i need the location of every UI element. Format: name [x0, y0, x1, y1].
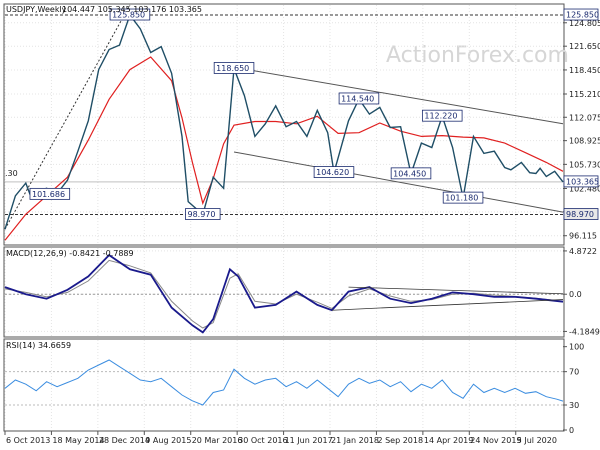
right-badge-label-1: 103.365 [566, 177, 599, 186]
right-badge-label-2: 98.970 [566, 210, 594, 219]
macd-layer [4, 253, 564, 334]
macd-y-tick-label-1: 0.0 [569, 290, 582, 299]
channel-lower-line [233, 151, 564, 213]
level-label-3: 112.220 [424, 112, 457, 121]
x-tick-label-5: 30 Oct 2016 [238, 436, 287, 445]
macd-panel-frame [3, 246, 565, 338]
main-y-tick-label-6: 105.730 [569, 160, 600, 169]
main-ohlc-label: 104.447 105.345 103.176 103.365 [62, 5, 202, 14]
main-symbol-label: USDJPY,Weekly [6, 5, 67, 14]
price-line [4, 13, 564, 230]
right-badge-box-0 [563, 8, 599, 21]
main-y-tick-label-4: 112.075 [569, 113, 600, 122]
level-label-2: 114.540 [341, 94, 374, 103]
main-layer: 125.850 118.650 114.540 112.220 104.620 104.4… [4, 4, 564, 241]
rsi-y-tick-label-2: 30 [569, 401, 579, 410]
macd-y-tick-label-2: -4.1849 [569, 327, 600, 336]
main-y-tick-label-5: 108.925 [569, 137, 600, 146]
level-label-5: 104.450 [393, 169, 426, 178]
main-y-tick-label-1: 121.650 [569, 42, 600, 51]
level-label-6: 101.686 [32, 190, 65, 199]
x-tick-label-10: 24 Nov 2019 [470, 436, 521, 445]
right-badge-box-1 [563, 175, 599, 188]
channel-upper-line [233, 66, 564, 125]
level-box-7 [442, 191, 484, 204]
level-label-8: 98.970 [187, 210, 215, 219]
x-tick-label-3: 9 Aug 2015 [145, 436, 191, 445]
level-label-4: 104.620 [316, 168, 349, 177]
level-box-5 [390, 167, 432, 180]
x-tick-label-6: 11 Jun 2017 [285, 436, 333, 445]
x-tick-label-2: 28 Dec 2014 [99, 436, 150, 445]
watermark: ActionForex.com [386, 43, 569, 68]
macd-y-tick-label-0: 4.8722 [569, 247, 597, 256]
level-box-8 [185, 208, 221, 220]
right-badge-label-0: 125.850 [566, 11, 599, 20]
main-y-tick-label-9: 96.115 [569, 232, 597, 241]
x-tick-label-8: 2 Sep 2018 [377, 436, 423, 445]
rsi-header-label: RSI(14) 34.6659 [6, 341, 71, 350]
rsi-layer [4, 359, 564, 406]
left-edge-label: .30 [5, 169, 18, 178]
main-y-tick-label-7: 102.480 [569, 184, 600, 193]
x-tick-label-4: 20 Mar 2016 [192, 436, 243, 445]
level-box-4 [313, 166, 355, 178]
ma-line [4, 56, 564, 241]
x-tick-label-9: 14 Apr 2019 [424, 436, 473, 445]
x-tick-label-1: 18 May 2014 [52, 436, 104, 445]
dotted-trendline [4, 4, 131, 230]
macd-signal-line [4, 259, 564, 329]
x-tick-label-11: 5 Jul 2020 [517, 436, 557, 445]
macd-header-label: MACD(12,26,9) -0.8421 -0.7889 [6, 249, 134, 258]
macd-triangle-upper [348, 286, 564, 295]
level-box-6 [29, 187, 71, 200]
level-box-3 [421, 109, 463, 122]
level-box-2 [338, 92, 380, 105]
rsi-y-tick-label-3: 0 [569, 426, 574, 435]
main-grid [4, 5, 563, 430]
level-box-0 [109, 8, 151, 21]
level-label-7: 101.180 [445, 194, 478, 203]
level-box-1 [213, 62, 255, 74]
main-panel-frame [3, 3, 565, 246]
level-label-1: 118.650 [216, 64, 249, 73]
macd-line [4, 253, 564, 334]
right-badge-box-2 [563, 208, 599, 220]
rsi-line [4, 359, 564, 406]
macd-triangle-lower [331, 299, 564, 311]
x-tick-label-0: 6 Oct 2013 [6, 436, 50, 445]
rsi-y-tick-label-0: 100 [569, 343, 584, 352]
rsi-y-tick-label-1: 70 [569, 368, 579, 377]
level-label-0: 125.850 [112, 11, 145, 20]
main-y-tick-label-2: 118.450 [569, 66, 600, 75]
main-y-tick-label-3: 115.210 [569, 90, 600, 99]
x-tick-label-7: 21 Jan 2018 [331, 436, 379, 445]
main-y-tick-label-0: 124.805 [569, 19, 600, 28]
